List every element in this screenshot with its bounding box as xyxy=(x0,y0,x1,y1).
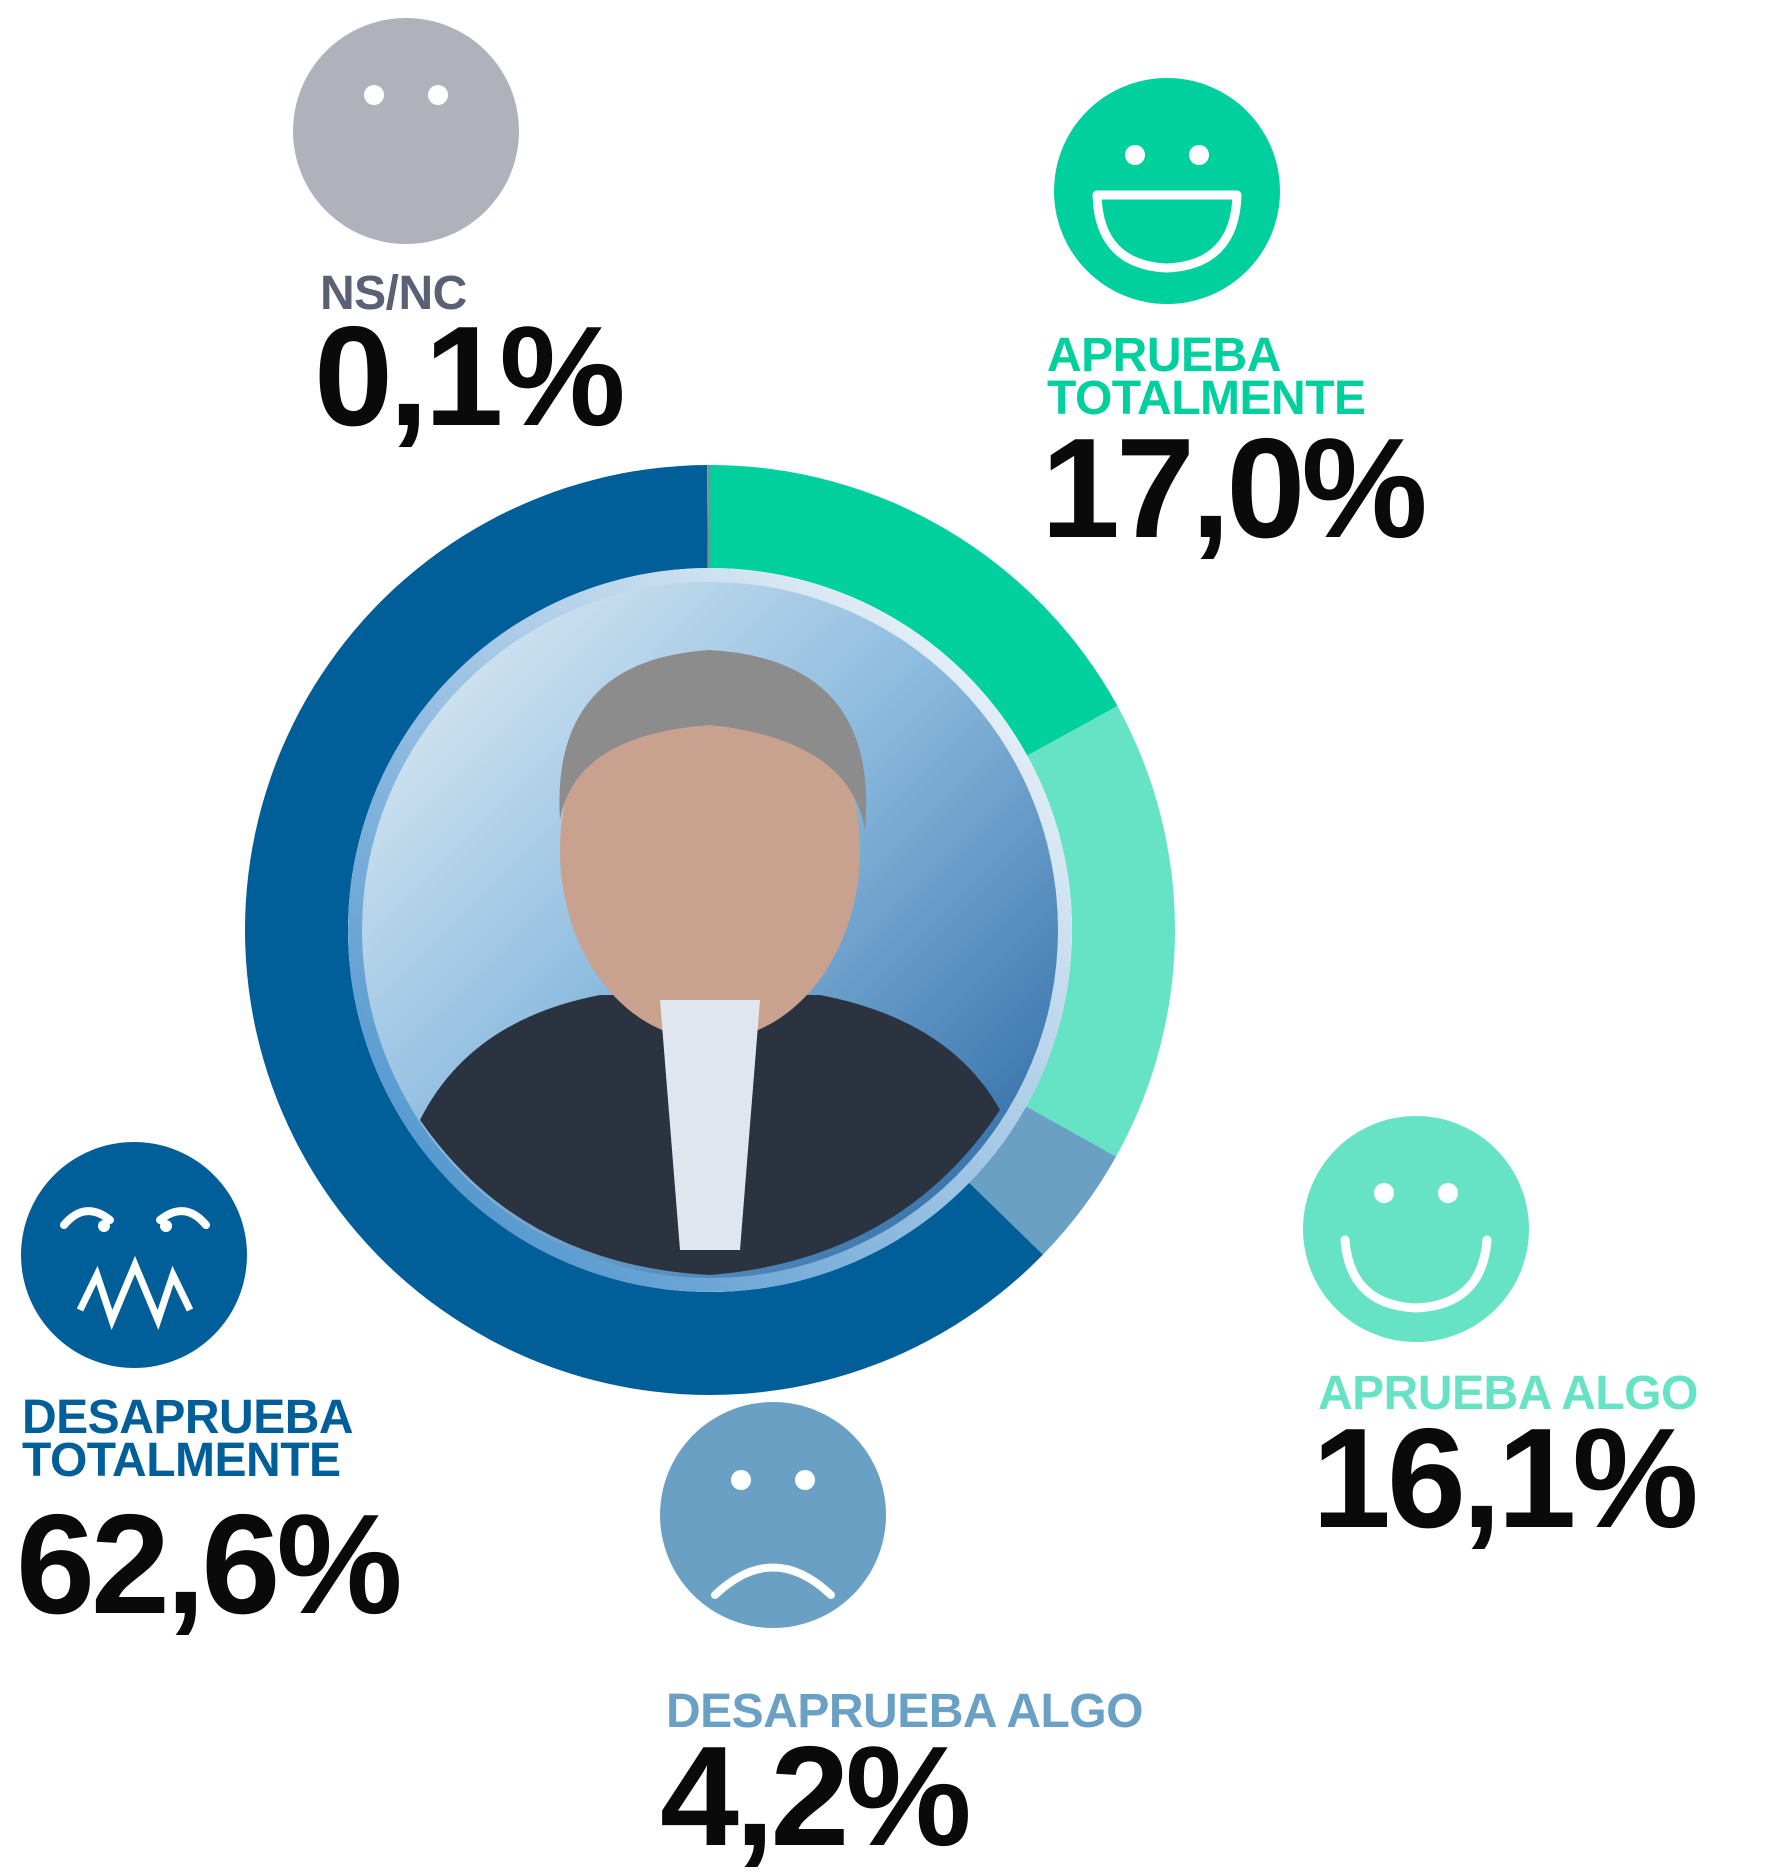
category-label: NS/NC xyxy=(320,267,467,320)
value-label: 0,1% xyxy=(314,297,626,456)
donut-segment xyxy=(710,465,1118,756)
donut-segment xyxy=(969,1106,1117,1255)
category-label: APRUEBA TOTALMENTE xyxy=(1047,329,1366,426)
portrait-silhouette xyxy=(420,650,1000,1275)
icon-ns-nc xyxy=(293,18,519,244)
donut-segment xyxy=(245,465,1043,1396)
value-label: 16,1% xyxy=(1312,1399,1699,1558)
donut xyxy=(245,465,1175,1396)
value-label: 62,6% xyxy=(16,1485,403,1644)
donut-segment xyxy=(1026,705,1175,1157)
icon-desaprueba-totalmente xyxy=(21,1142,247,1368)
donut-segment xyxy=(707,465,710,569)
category-label: DESAPRUEBA TOTALMENTE xyxy=(22,1391,352,1488)
value-label: 4,2% xyxy=(660,1717,972,1875)
category-label: DESAPRUEBA ALGO xyxy=(666,1685,1143,1738)
category-label: APRUEBA ALGO xyxy=(1318,1367,1698,1420)
icon-aprueba-totalmente xyxy=(1054,78,1280,304)
icon-aprueba-algo xyxy=(1303,1116,1529,1342)
icon-desaprueba-algo xyxy=(660,1402,886,1628)
value-label: 17,0% xyxy=(1041,409,1428,568)
